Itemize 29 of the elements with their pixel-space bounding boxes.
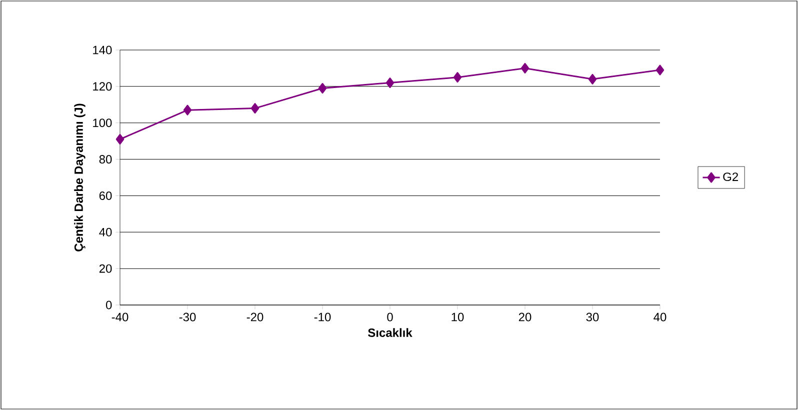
point: [116, 134, 124, 144]
point: [656, 64, 664, 76]
y-tick-label: 120: [93, 82, 112, 91]
y-tick-label: 140: [93, 46, 112, 54]
y-tick-label: 20: [99, 264, 112, 273]
x-tick-label: 0: [387, 312, 393, 322]
x-tick-label: -10: [314, 312, 331, 322]
y-axis-title: Çentik Darbe Dayanımı (J): [74, 104, 86, 252]
x-tick-label: 40: [654, 312, 666, 322]
x-tick-label: -30: [179, 312, 196, 322]
y-tick-label: 100: [93, 118, 112, 128]
point: [588, 74, 597, 84]
point: [318, 83, 327, 94]
y-tick-label: 0: [106, 300, 112, 310]
point: [386, 78, 394, 88]
point: [453, 72, 462, 83]
x-tick-label: -40: [112, 312, 128, 322]
point: [520, 62, 530, 74]
x-tick-label: -20: [246, 312, 264, 322]
x-tick-label: 20: [518, 312, 532, 322]
legend-label: G2: [723, 172, 738, 182]
y-tick-label: 40: [99, 228, 112, 236]
point: [250, 103, 260, 114]
point: [183, 104, 192, 116]
x-tick-label: 30: [586, 312, 599, 322]
x-tick-label: 10: [452, 312, 464, 322]
y-tick-label: 60: [99, 191, 112, 200]
y-tick-label: 80: [99, 155, 112, 164]
x-axis-title: Sıcaklık: [368, 328, 412, 337]
